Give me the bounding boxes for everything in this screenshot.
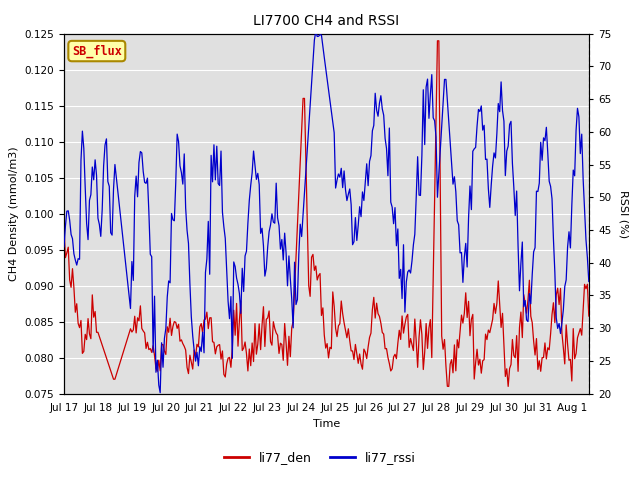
Legend: li77_den, li77_rssi: li77_den, li77_rssi bbox=[219, 446, 421, 469]
Y-axis label: CH4 Density (mmol/m3): CH4 Density (mmol/m3) bbox=[9, 146, 19, 281]
X-axis label: Time: Time bbox=[313, 419, 340, 429]
Text: SB_flux: SB_flux bbox=[72, 44, 122, 58]
Title: LI7700 CH4 and RSSI: LI7700 CH4 and RSSI bbox=[253, 14, 399, 28]
Y-axis label: RSSI (%): RSSI (%) bbox=[618, 190, 628, 238]
